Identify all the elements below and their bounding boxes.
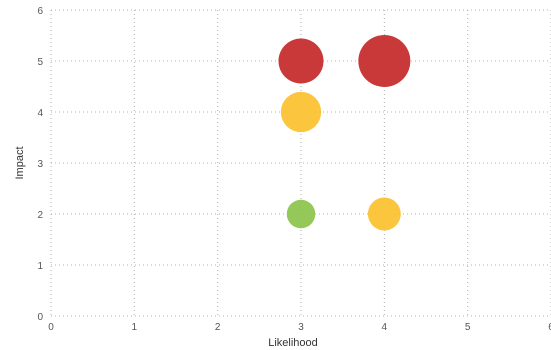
y-tick-label: 3 [37, 159, 43, 170]
y-tick-label: 0 [37, 312, 43, 323]
x-tick-label: 6 [548, 322, 551, 333]
y-tick-label: 6 [37, 6, 43, 17]
grid [50, 9, 551, 317]
bubble-point [278, 38, 324, 84]
bubble-point [358, 35, 411, 87]
y-tick-label: 2 [37, 210, 43, 221]
axes: 0 1 2 3 4 5 6 0 1 2 3 4 5 6 [37, 6, 551, 333]
bubble-point [280, 91, 322, 133]
x-tick-label: 0 [48, 322, 54, 333]
bubble-point [286, 199, 316, 229]
bubbles [278, 35, 411, 231]
bubble-point [367, 197, 401, 231]
y-tick-label: 1 [37, 261, 43, 272]
y-tick-label: 4 [37, 108, 43, 119]
x-tick-label: 1 [132, 322, 138, 333]
x-axis-title: Likelihood [268, 337, 318, 349]
x-tick-label: 4 [382, 322, 388, 333]
x-tick-label: 2 [215, 322, 221, 333]
x-tick-label: 3 [298, 322, 304, 333]
y-axis-title: Impact [14, 146, 26, 179]
y-tick-label: 5 [37, 57, 43, 68]
x-tick-label: 5 [465, 322, 471, 333]
